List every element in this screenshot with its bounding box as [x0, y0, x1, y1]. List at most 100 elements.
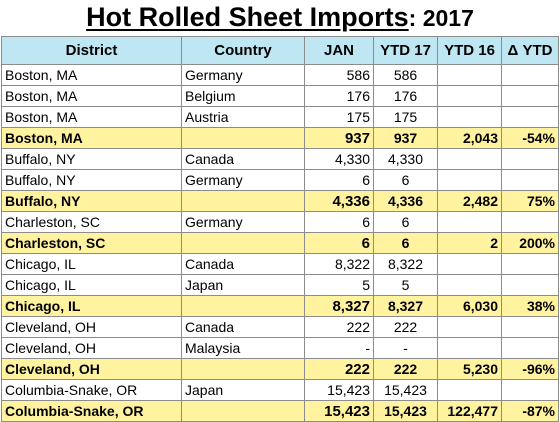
- district-total-row: Chicago, IL 8,327 8,327 6,030 38%: [1, 295, 559, 317]
- cell-district: Chicago, IL: [1, 295, 182, 317]
- cell-ytd17: 175: [373, 106, 438, 128]
- cell-country: Canada: [181, 316, 305, 338]
- cell-delta: [501, 316, 559, 338]
- cell-country: Japan: [181, 274, 305, 296]
- cell-ytd16: [437, 379, 502, 401]
- table-row: Cleveland, OH Canada 222 222: [1, 316, 559, 338]
- table-row: Boston, MA Belgium 176 176: [1, 85, 559, 107]
- cell-jan: 8,322: [304, 253, 374, 275]
- cell-jan: 5: [304, 274, 374, 296]
- header-district: District: [1, 36, 182, 65]
- cell-ytd16: 2,043: [437, 127, 502, 149]
- cell-country: Malaysia: [181, 337, 305, 359]
- cell-ytd16: [437, 148, 502, 170]
- cell-country: [181, 358, 305, 380]
- cell-country: [181, 400, 305, 422]
- cell-country: [181, 127, 305, 149]
- cell-jan: 6: [304, 169, 374, 191]
- cell-country: Canada: [181, 253, 305, 275]
- cell-delta: -96%: [501, 358, 559, 380]
- cell-jan: 8,327: [304, 295, 374, 317]
- cell-jan: 4,336: [304, 190, 374, 212]
- title-main: Hot Rolled Sheet Imports: [86, 2, 409, 32]
- cell-delta: [501, 337, 559, 359]
- cell-delta: [501, 148, 559, 170]
- cell-ytd17: 6: [373, 169, 438, 191]
- cell-district: Chicago, IL: [1, 274, 182, 296]
- cell-district: Chicago, IL: [1, 253, 182, 275]
- cell-jan: -: [304, 337, 374, 359]
- cell-ytd16: [437, 64, 502, 86]
- table-row: Buffalo, NY Canada 4,330 4,330: [1, 148, 559, 170]
- cell-delta: [501, 106, 559, 128]
- table-row: Columbia-Snake, OR Japan 15,423 15,423: [1, 379, 559, 401]
- cell-district: Cleveland, OH: [1, 337, 182, 359]
- cell-ytd16: [437, 274, 502, 296]
- cell-district: Charleston, SC: [1, 232, 182, 254]
- cell-delta: 200%: [501, 232, 559, 254]
- cell-delta: 75%: [501, 190, 559, 212]
- cell-country: Canada: [181, 148, 305, 170]
- header-country: Country: [181, 36, 305, 65]
- cell-country: [181, 232, 305, 254]
- cell-jan: 222: [304, 316, 374, 338]
- header-delta-ytd: Δ YTD: [501, 36, 559, 65]
- cell-ytd17: 4,336: [373, 190, 438, 212]
- cell-ytd16: [437, 337, 502, 359]
- cell-country: Austria: [181, 106, 305, 128]
- cell-district: Cleveland, OH: [1, 358, 182, 380]
- cell-jan: 15,423: [304, 379, 374, 401]
- cell-ytd17: 176: [373, 85, 438, 107]
- cell-district: Boston, MA: [1, 127, 182, 149]
- cell-ytd16: [437, 211, 502, 233]
- cell-jan: 222: [304, 358, 374, 380]
- table-row: Chicago, IL Japan 5 5: [1, 274, 559, 296]
- district-total-row: Cleveland, OH 222 222 5,230 -96%: [1, 358, 559, 380]
- cell-jan: 6: [304, 211, 374, 233]
- table-row: Boston, MA Germany 586 586: [1, 64, 559, 86]
- district-total-row: Boston, MA 937 937 2,043 -54%: [1, 127, 559, 149]
- cell-delta: [501, 379, 559, 401]
- cell-ytd17: 586: [373, 64, 438, 86]
- title-year: : 2017: [408, 5, 474, 31]
- cell-district: Charleston, SC: [1, 211, 182, 233]
- header-ytd16: YTD 16: [437, 36, 502, 65]
- cell-district: Columbia-Snake, OR: [1, 400, 182, 422]
- cell-jan: 586: [304, 64, 374, 86]
- cell-jan: 175: [304, 106, 374, 128]
- cell-country: Germany: [181, 64, 305, 86]
- cell-country: [181, 295, 305, 317]
- cell-delta: [501, 85, 559, 107]
- cell-ytd16: 2,482: [437, 190, 502, 212]
- cell-district: Boston, MA: [1, 64, 182, 86]
- cell-district: Columbia-Snake, OR: [1, 379, 182, 401]
- cell-country: Germany: [181, 211, 305, 233]
- imports-table: District Country JAN YTD 17 YTD 16 Δ YTD…: [1, 36, 559, 422]
- page-title: Hot Rolled Sheet Imports: 2017: [0, 2, 560, 36]
- table-row: Charleston, SC Germany 6 6: [1, 211, 559, 233]
- cell-delta: [501, 64, 559, 86]
- cell-ytd16: 5,230: [437, 358, 502, 380]
- cell-ytd16: [437, 253, 502, 275]
- header-row: District Country JAN YTD 17 YTD 16 Δ YTD: [1, 36, 559, 65]
- cell-delta: -54%: [501, 127, 559, 149]
- cell-ytd17: 937: [373, 127, 438, 149]
- cell-ytd17: 6: [373, 232, 438, 254]
- cell-jan: 176: [304, 85, 374, 107]
- cell-ytd17: 222: [373, 358, 438, 380]
- header-ytd17: YTD 17: [373, 36, 438, 65]
- cell-ytd17: 15,423: [373, 400, 438, 422]
- cell-country: [181, 190, 305, 212]
- district-total-row: Buffalo, NY 4,336 4,336 2,482 75%: [1, 190, 559, 212]
- table-row: Cleveland, OH Malaysia - -: [1, 337, 559, 359]
- table-row: Boston, MA Austria 175 175: [1, 106, 559, 128]
- cell-ytd16: [437, 169, 502, 191]
- cell-ytd16: [437, 106, 502, 128]
- cell-ytd16: 122,477: [437, 400, 502, 422]
- header-jan: JAN: [304, 36, 374, 65]
- district-total-row: Columbia-Snake, OR 15,423 15,423 122,477 -87…: [1, 400, 559, 422]
- cell-jan: 6: [304, 232, 374, 254]
- cell-ytd17: 4,330: [373, 148, 438, 170]
- cell-ytd16: 6,030: [437, 295, 502, 317]
- cell-delta: [501, 169, 559, 191]
